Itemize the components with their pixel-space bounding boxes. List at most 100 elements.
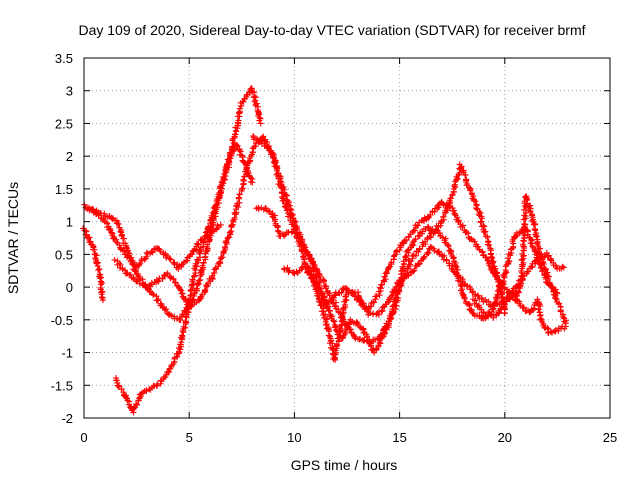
data-point [484, 241, 491, 248]
x-tick-label: 20 [498, 430, 512, 445]
data-point [99, 297, 106, 304]
data-point [424, 223, 431, 230]
data-point [182, 318, 189, 325]
data-point [356, 323, 363, 330]
data-point [460, 293, 467, 300]
data-point [462, 172, 469, 179]
data-point [155, 277, 162, 284]
data-point [338, 314, 345, 321]
data-point [489, 306, 496, 313]
data-point [233, 143, 240, 150]
data-point [252, 94, 259, 101]
data-point [506, 295, 513, 302]
data-point [526, 204, 533, 211]
data-point [116, 382, 123, 389]
data-point [472, 198, 479, 205]
data-point [236, 105, 243, 112]
data-point [182, 324, 189, 331]
data-point [205, 223, 212, 230]
data-point [296, 235, 303, 242]
y-tick-label: 2.5 [55, 116, 73, 131]
data-point [412, 252, 419, 259]
data-point [199, 262, 206, 269]
data-point [411, 267, 418, 274]
data-point [179, 332, 186, 339]
data-point [275, 175, 282, 182]
data-point [116, 260, 123, 267]
data-point [416, 246, 423, 253]
data-point [252, 143, 259, 150]
data-point [195, 241, 202, 248]
data-point [319, 296, 326, 303]
y-tick-label: 0.5 [55, 247, 73, 262]
data-point [281, 266, 288, 273]
data-point [315, 293, 322, 300]
data-point [361, 337, 368, 344]
data-point [544, 253, 551, 260]
data-point [552, 295, 559, 302]
data-point [325, 299, 332, 306]
y-axis-label: SDTVAR / TECUs [5, 182, 21, 294]
x-tick-label: 15 [392, 430, 406, 445]
data-point [485, 238, 492, 245]
data-point [560, 264, 567, 271]
data-point [154, 297, 161, 304]
data-point [281, 232, 288, 239]
data-point [307, 274, 314, 281]
data-point [425, 224, 432, 231]
data-point [478, 215, 485, 222]
plot-frame [83, 57, 611, 419]
data-point [130, 405, 137, 412]
data-point [378, 281, 385, 288]
data-point [330, 317, 337, 324]
data-point [177, 316, 184, 323]
data-point [149, 249, 156, 256]
data-point [548, 284, 555, 291]
data-point [378, 308, 385, 315]
data-point [540, 260, 547, 267]
x-axis-label: GPS time / hours [291, 457, 398, 473]
data-point [164, 270, 171, 277]
data-point [410, 268, 417, 275]
data-point [445, 243, 452, 250]
satellite-track-9 [469, 291, 569, 336]
data-point [136, 280, 143, 287]
y-tick-label: -1 [61, 346, 73, 361]
data-point [146, 386, 153, 393]
data-point [447, 195, 454, 202]
data-point [487, 311, 494, 318]
data-point [250, 133, 257, 140]
data-point [127, 271, 134, 278]
data-point [167, 274, 174, 281]
data-point [163, 306, 170, 313]
data-point [208, 212, 215, 219]
data-point [256, 117, 263, 124]
data-point [410, 241, 417, 248]
data-point [351, 334, 358, 341]
y-tick-labels: -2 -1.5 -1 -0.5 0 0.5 1 1.5 2 2.5 3 3.5 [51, 51, 73, 426]
data-point [457, 278, 464, 285]
data-point [250, 136, 257, 143]
data-point [280, 197, 287, 204]
data-point [544, 325, 551, 332]
data-point [534, 296, 541, 303]
data-point [264, 144, 271, 151]
data-point [202, 229, 209, 236]
data-point [113, 377, 120, 384]
data-point [521, 228, 528, 235]
data-point [293, 268, 300, 275]
data-point [178, 287, 185, 294]
y-tick-label: 1 [66, 215, 73, 230]
data-point [236, 109, 243, 116]
y-tick-label: -0.5 [51, 313, 73, 328]
data-point [478, 218, 485, 225]
data-point [183, 257, 190, 264]
data-point [490, 314, 497, 321]
data-point [424, 214, 431, 221]
data-point [234, 142, 241, 149]
data-point [115, 220, 122, 227]
data-point [178, 290, 185, 297]
data-point [333, 327, 340, 334]
data-point [490, 259, 497, 266]
data-point [157, 248, 164, 255]
